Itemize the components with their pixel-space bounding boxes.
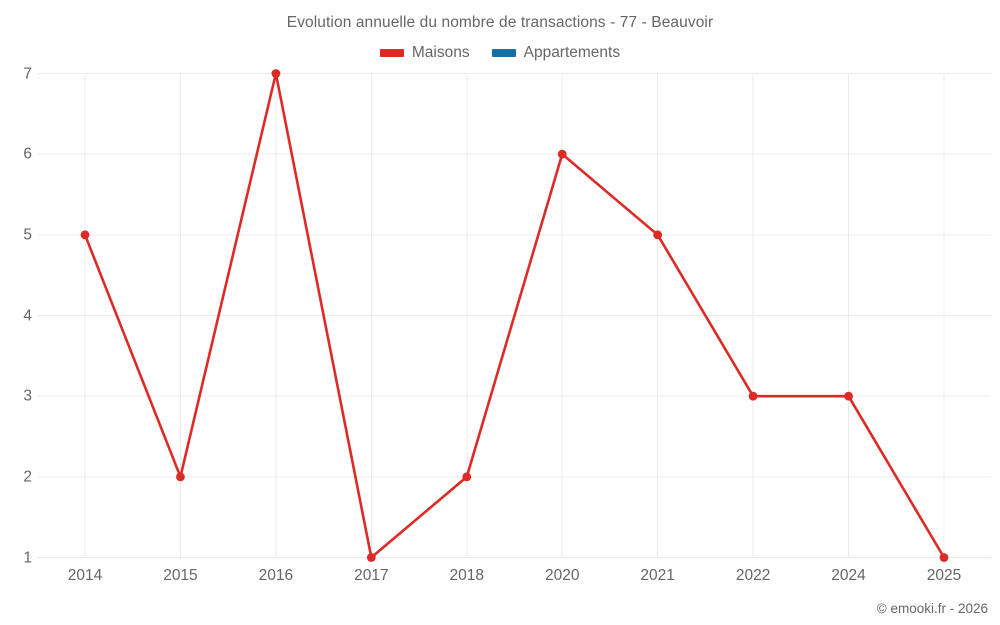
y-axis-tick-label: 1	[23, 548, 32, 566]
y-axis-tick-label: 6	[23, 145, 32, 163]
x-axis-tick-label: 2016	[258, 567, 294, 584]
data-point-marker[interactable]	[176, 472, 185, 482]
series-markers	[80, 69, 949, 562]
x-axis-tick-label: 2024	[831, 567, 866, 584]
y-axis-tick-label: 2	[23, 468, 32, 486]
y-axis: 1 2 3 4 5 6 7	[4, 0, 32, 625]
x-axis-tick-label: 2017	[354, 567, 389, 584]
data-point-marker[interactable]	[462, 472, 472, 482]
y-axis-tick-label: 7	[23, 64, 32, 82]
chart-legend: Maisons Appartements	[0, 44, 1000, 62]
series-line-maisons	[83, 72, 946, 559]
data-point-marker[interactable]	[844, 391, 853, 401]
credit-text: © emooki.fr - 2026	[876, 601, 988, 616]
legend-label-maisons: Maisons	[411, 44, 470, 61]
x-axis-tick-label: 2014	[67, 567, 103, 584]
data-point-marker[interactable]	[748, 391, 758, 401]
x-axis-tick-label: 2018	[449, 567, 485, 584]
x-axis-tick-label: 2025	[926, 567, 962, 584]
y-axis-tick-label: 4	[23, 306, 32, 324]
x-axis-tick-label: 2022	[735, 567, 771, 584]
legend-swatch-maisons-icon	[379, 49, 404, 57]
data-point-marker[interactable]	[653, 230, 663, 240]
data-point-marker[interactable]	[80, 230, 90, 240]
data-point-marker[interactable]	[557, 149, 567, 159]
y-axis-tick-label: 5	[23, 226, 32, 244]
x-axis-tick-label: 2020	[544, 567, 580, 584]
data-point-marker[interactable]	[939, 553, 949, 562]
data-point-marker[interactable]	[366, 553, 376, 562]
data-point-marker[interactable]	[271, 69, 281, 78]
y-axis-tick-label: 3	[23, 387, 32, 405]
legend-label-appartements: Appartements	[523, 44, 621, 61]
x-axis-tick-label: 2021	[640, 567, 675, 584]
legend-item-appartements[interactable]: Appartements	[491, 44, 621, 62]
series-lines	[83, 72, 946, 559]
x-axis-tick-label: 2015	[163, 567, 198, 584]
legend-item-maisons[interactable]: Maisons	[379, 44, 470, 62]
chart-title: Evolution annuelle du nombre de transact…	[286, 14, 714, 31]
legend-swatch-appartements-icon	[491, 49, 516, 57]
